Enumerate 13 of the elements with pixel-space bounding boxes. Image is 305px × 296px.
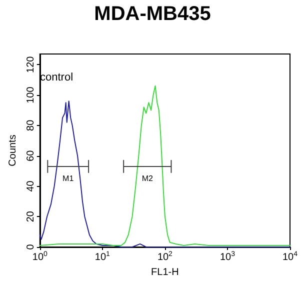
y-tick-label: 20: [25, 210, 36, 222]
y-tick-label: 80: [25, 119, 36, 131]
y-tick-label: 100: [25, 86, 36, 104]
y-tick-label: 60: [25, 150, 36, 162]
y-axis-title: Counts: [8, 134, 18, 166]
x-axis-title: FL1-H: [151, 266, 179, 278]
y-tick-label: 120: [25, 56, 36, 73]
series-label: M1: [62, 174, 74, 184]
y-tick-label: 0: [25, 244, 36, 250]
chart-title: MDA-MB435: [94, 3, 211, 25]
annotation: control: [40, 72, 74, 84]
series-label: M2: [142, 174, 154, 184]
y-tick-label: 40: [25, 180, 36, 192]
